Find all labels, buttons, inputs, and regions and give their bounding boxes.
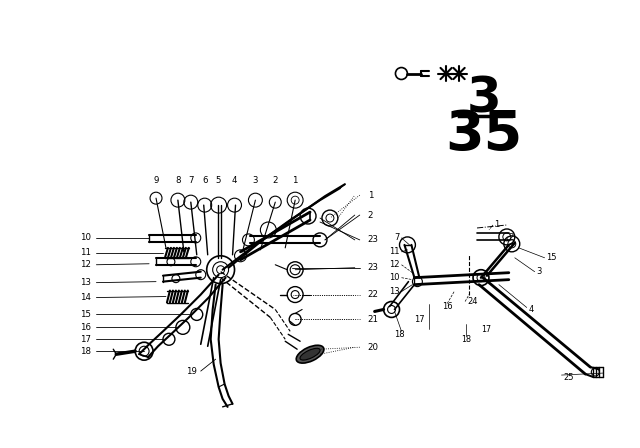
Text: 19: 19: [186, 366, 196, 375]
Text: 23: 23: [368, 235, 379, 245]
Text: 10: 10: [81, 233, 92, 242]
Text: 18: 18: [394, 330, 405, 339]
Text: 22: 22: [368, 290, 379, 299]
Text: 2: 2: [273, 176, 278, 185]
Text: 7: 7: [188, 176, 193, 185]
Text: 24: 24: [467, 297, 477, 306]
Text: 17: 17: [414, 315, 425, 324]
Text: 10: 10: [389, 273, 399, 282]
Text: 4: 4: [529, 305, 534, 314]
Text: 20: 20: [368, 343, 379, 352]
Text: 25: 25: [563, 373, 574, 382]
Text: 1: 1: [292, 176, 298, 185]
Text: 18: 18: [81, 347, 92, 356]
Text: 1: 1: [368, 191, 373, 200]
Text: 17: 17: [481, 325, 491, 334]
Text: 13: 13: [389, 287, 399, 296]
Text: 23: 23: [368, 263, 379, 272]
Text: 3: 3: [537, 267, 542, 276]
Text: 15: 15: [81, 310, 92, 319]
Text: 6: 6: [202, 176, 207, 185]
Text: 3: 3: [253, 176, 258, 185]
Text: 18: 18: [461, 335, 471, 344]
Text: 8: 8: [175, 176, 180, 185]
Circle shape: [444, 72, 448, 76]
Text: 2: 2: [509, 233, 514, 242]
Text: 15: 15: [547, 253, 557, 262]
Ellipse shape: [296, 345, 324, 363]
Text: 5: 5: [216, 176, 221, 185]
Text: 16: 16: [442, 302, 452, 311]
Text: 4: 4: [232, 176, 237, 185]
Text: 13: 13: [81, 278, 92, 287]
Text: 3: 3: [467, 74, 502, 122]
Text: 11: 11: [389, 247, 399, 256]
Circle shape: [457, 72, 461, 76]
Text: 21: 21: [368, 315, 379, 324]
Text: 14: 14: [81, 293, 92, 302]
Text: 2: 2: [368, 211, 373, 220]
Text: 16: 16: [81, 323, 92, 332]
Text: 17: 17: [81, 335, 92, 344]
Text: 12: 12: [389, 260, 399, 269]
Ellipse shape: [300, 349, 320, 360]
Text: 9: 9: [154, 176, 159, 185]
Text: 1: 1: [494, 220, 499, 229]
Text: 11: 11: [81, 248, 92, 257]
Text: 7: 7: [394, 233, 399, 242]
Text: 35: 35: [445, 108, 523, 162]
Text: 12: 12: [81, 260, 92, 269]
